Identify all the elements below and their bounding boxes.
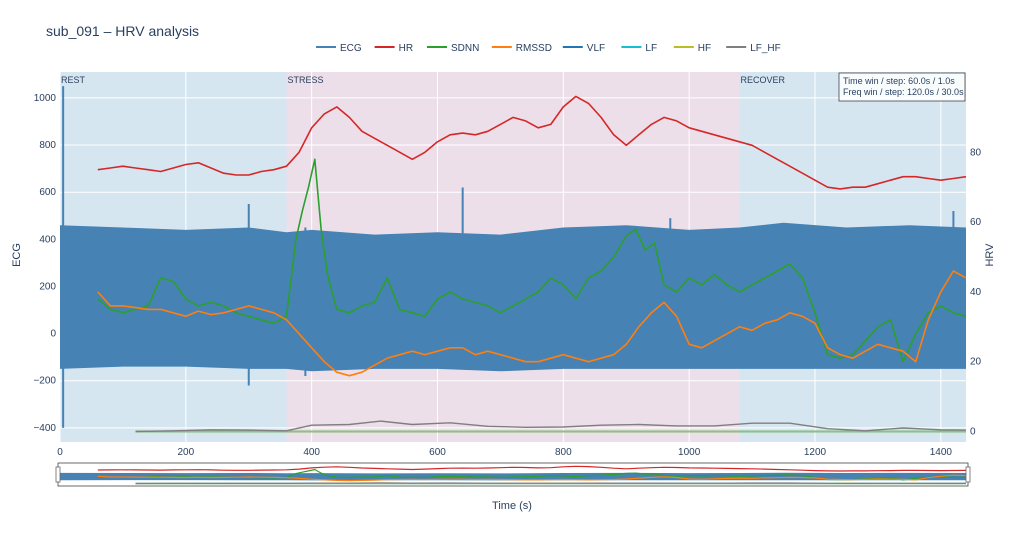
y-right-tick-label: 80 — [970, 147, 982, 158]
annotation-line: Time win / step: 60.0s / 1.0s — [843, 76, 955, 86]
x-axis-title: Time (s) — [492, 500, 532, 512]
y-right-tick-label: 40 — [970, 287, 982, 298]
range-slider-handle-left — [55, 466, 61, 483]
series-sdnn — [97, 158, 967, 363]
legend-label: LF_HF — [750, 43, 781, 54]
x-tick-label: 1000 — [678, 447, 701, 458]
y-right-tick-label: 20 — [970, 357, 982, 368]
x-tick-label: 1400 — [930, 447, 953, 458]
legend-label: LF — [645, 43, 657, 54]
y-left-tick-label: 1000 — [34, 93, 57, 104]
y-axis-right-title: HRV — [984, 243, 996, 267]
range-slider-handle-right — [965, 466, 971, 483]
series-hr — [97, 95, 967, 190]
y-left-tick-label: 400 — [39, 234, 56, 245]
x-tick-label: 0 — [57, 447, 63, 458]
y-left-tick-label: 200 — [39, 281, 56, 292]
legend-label: SDNN — [451, 43, 479, 54]
slider-series-hr — [97, 465, 967, 472]
slider-series-lf-hf — [135, 482, 966, 485]
y-right-tick-label: 0 — [970, 427, 976, 438]
series-ecg-band — [60, 222, 966, 372]
x-tick-label: 400 — [303, 447, 320, 458]
plot-area — [60, 86, 967, 433]
annotation-line: Freq win / step: 120.0s / 30.0s — [843, 87, 964, 97]
y-left-tick-label: −200 — [33, 376, 56, 387]
region-label-recover: RECOVER — [741, 75, 786, 85]
legend-item: LF_HF — [726, 43, 781, 54]
y-left-tick-label: 0 — [50, 329, 56, 340]
chart-title: sub_091 – HRV analysis — [46, 23, 199, 39]
legend-item: SDNN — [427, 43, 479, 54]
legend-label: ECG — [340, 43, 362, 54]
slider-series-rmssd — [97, 474, 967, 482]
x-tick-label: 800 — [555, 447, 572, 458]
annotation-box — [838, 72, 966, 102]
y-left-tick-label: 600 — [39, 187, 56, 198]
legend-item: HR — [374, 43, 413, 54]
y-left-tick-label: −400 — [33, 423, 56, 434]
legend-item: ECG — [316, 43, 362, 54]
y-right-tick-label: 60 — [970, 217, 982, 228]
region-label-rest: REST — [61, 75, 86, 85]
x-tick-label: 200 — [177, 447, 194, 458]
legend-item: VLF — [562, 43, 605, 54]
legend-label: HF — [698, 43, 711, 54]
legend-label: RMSSD — [516, 43, 552, 54]
axes: 0 200 400 600 800 1000 1200 1400−400−2000200400… — [33, 93, 981, 458]
y-left-tick-label: 800 — [39, 140, 56, 151]
legend: ECG HR SDNN RMSSD VLF LF HF LF_HF — [316, 43, 781, 54]
legend-item: RMSSD — [491, 43, 552, 54]
x-tick-label: 1200 — [804, 447, 827, 458]
series-rmssd — [97, 270, 967, 377]
legend-label: HR — [399, 43, 413, 54]
y-axis-left-title: ECG — [11, 243, 23, 267]
x-tick-label: 600 — [429, 447, 446, 458]
legend-item: HF — [673, 43, 711, 54]
region-label-stress: STRESS — [288, 75, 324, 85]
range-slider[interactable] — [55, 462, 971, 487]
series-lf-hf — [135, 420, 967, 433]
legend-label: VLF — [587, 43, 605, 54]
legend-item: LF — [621, 43, 657, 54]
